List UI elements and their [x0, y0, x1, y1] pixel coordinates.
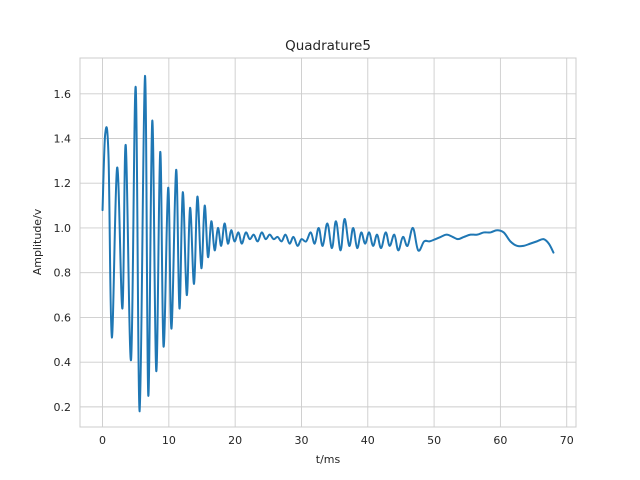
y-tick-label: 1.2 — [54, 177, 72, 190]
chart-title: Quadrature5 — [285, 38, 371, 54]
y-tick-label: 0.4 — [54, 356, 72, 369]
x-tick-labels: 0 10 20 30 40 50 60 70 — [99, 434, 574, 447]
x-tick-label: 0 — [99, 434, 106, 447]
x-tick-label: 40 — [361, 434, 375, 447]
y-tick-label: 0.8 — [54, 267, 72, 280]
x-tick-label: 10 — [162, 434, 176, 447]
x-tick-label: 30 — [294, 434, 308, 447]
y-axis-title: Amplitude/v — [31, 208, 44, 275]
x-tick-label: 50 — [427, 434, 441, 447]
series-layer — [101, 74, 555, 413]
y-tick-labels: 0.2 0.4 0.6 0.8 1.0 1.2 1.4 1.6 — [54, 88, 72, 414]
x-tick-label: 60 — [493, 434, 507, 447]
x-axis-title: t/ms — [316, 453, 341, 466]
y-tick-label: 1.4 — [54, 133, 72, 146]
series-line-0 — [101, 74, 555, 413]
plot-area-frame — [79, 57, 577, 428]
x-tick-label: 70 — [560, 434, 574, 447]
y-tick-label: 0.2 — [54, 401, 72, 414]
y-tick-label: 1.6 — [54, 88, 72, 101]
y-tick-label: 1.0 — [54, 222, 72, 235]
y-tick-label: 0.6 — [54, 311, 72, 324]
x-tick-label: 20 — [228, 434, 242, 447]
